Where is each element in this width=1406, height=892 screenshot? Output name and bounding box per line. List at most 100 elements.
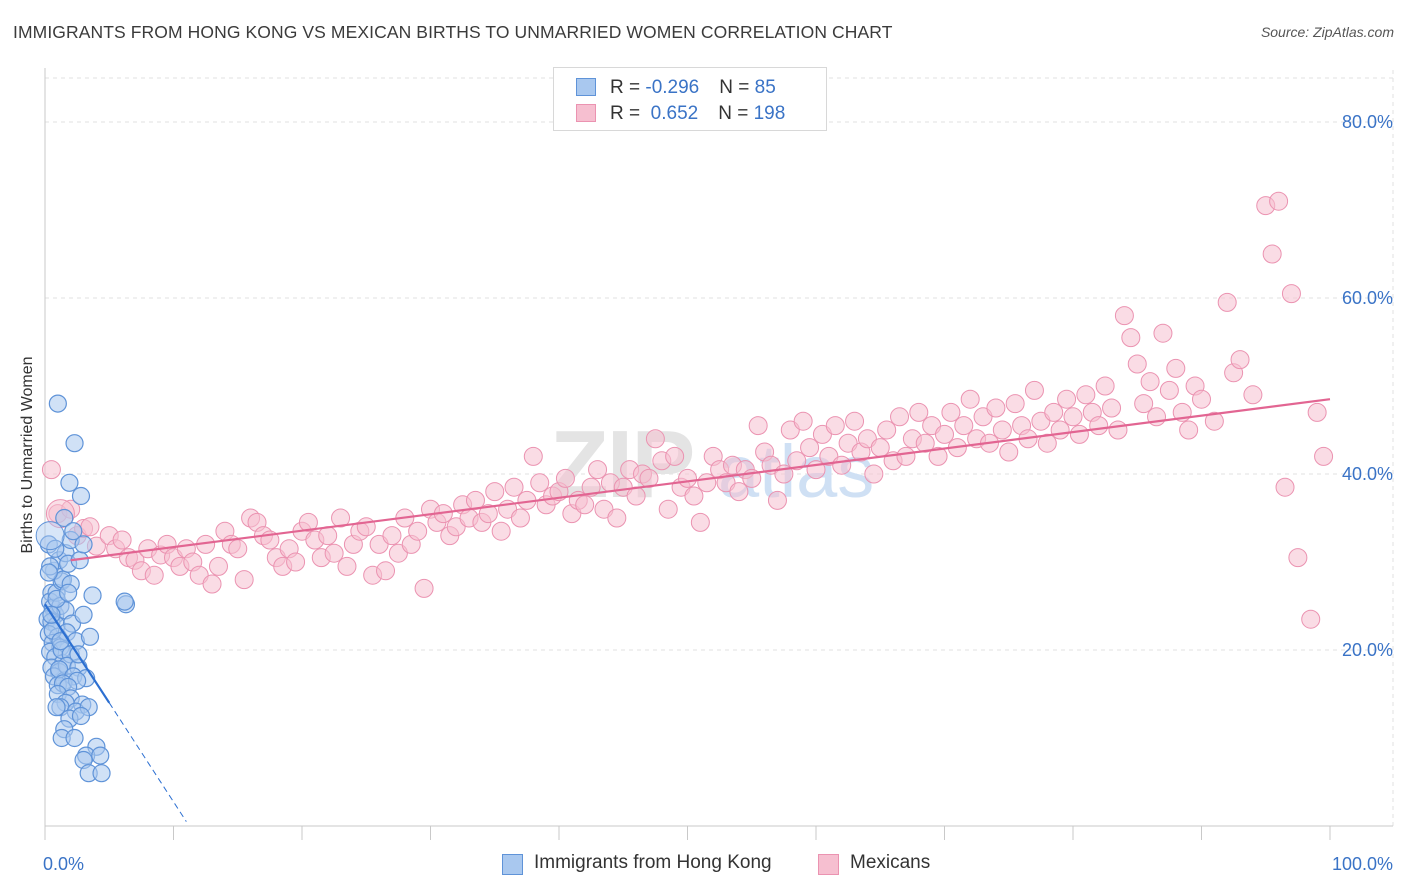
mexicans-point	[748, 416, 768, 436]
mexicans-point	[999, 442, 1019, 462]
mexicans-point	[478, 504, 498, 524]
mexicans-point	[337, 556, 357, 576]
mexicans-point	[555, 468, 575, 488]
mexicans-point	[800, 438, 820, 458]
hong-kong-point	[39, 563, 58, 582]
mexicans-point	[1044, 402, 1064, 422]
mexicans-point	[530, 473, 550, 493]
mexicans-point	[588, 460, 608, 480]
mexicans-point	[890, 407, 910, 427]
mexicans-trend-line	[70, 398, 1331, 562]
tick-labels: 20.0% 40.0% 60.0% 80.0% 0.0% 100.0%	[43, 112, 1393, 874]
mexicans-point	[1262, 244, 1282, 264]
hong-kong-point	[115, 592, 134, 611]
mexicans-point	[1127, 354, 1147, 374]
mexicans-point	[1275, 477, 1295, 497]
n-label: N =	[719, 77, 755, 98]
mexicans-point	[645, 429, 665, 449]
mexicans-point	[1217, 292, 1237, 312]
hong-kong-point	[71, 486, 91, 506]
hong-kong-point	[60, 473, 79, 492]
mexicans-point	[324, 543, 344, 563]
mexicans-point	[581, 477, 601, 497]
mexicans-point	[408, 521, 428, 541]
mexicans-point	[1307, 402, 1327, 422]
n-value: 198	[753, 103, 786, 124]
mexicans-point	[870, 438, 890, 458]
y-tick-label: 80.0%	[1342, 112, 1393, 132]
mexicans-point	[877, 420, 897, 440]
hong-kong-point	[74, 535, 93, 554]
mexicans-point	[787, 451, 807, 471]
mexicans-point	[575, 495, 595, 515]
mexicans-point	[1301, 609, 1321, 629]
mexicans-point	[909, 402, 929, 422]
mexicans-point	[1179, 420, 1199, 440]
y-tick-label: 60.0%	[1342, 288, 1393, 308]
mexicans-point	[491, 521, 511, 541]
mexicans-point	[767, 490, 787, 510]
hong-kong-point	[55, 508, 74, 528]
mexicans-point	[1281, 284, 1301, 304]
mexicans-point	[1140, 372, 1160, 392]
hong-kong-swatch	[502, 854, 523, 875]
mexicans-point	[1063, 407, 1083, 427]
x-tick-label: 100.0%	[1332, 854, 1393, 874]
mexicans-point	[986, 398, 1006, 418]
mexicans-point	[510, 508, 530, 528]
mexicans-point	[1024, 380, 1044, 400]
mexicans-point	[690, 512, 710, 532]
axes	[44, 68, 1393, 840]
legend-stats-mexicans: R = 0.652 N = 198	[610, 103, 785, 125]
mexicans-point	[1089, 416, 1109, 436]
mexicans-point	[1204, 411, 1224, 431]
mexicans-point	[1005, 394, 1025, 414]
source-credit: Source: ZipAtlas.com	[1260, 24, 1394, 40]
mexicans-point	[684, 486, 704, 506]
mexicans-point	[832, 455, 852, 475]
hong-kong-point	[65, 434, 84, 453]
mexicans-point	[941, 402, 961, 422]
mexicans-point	[41, 460, 61, 480]
mexicans-point	[1159, 380, 1179, 400]
mexicans-point	[144, 565, 164, 585]
mexicans-point	[382, 526, 402, 546]
mexicans-point	[80, 517, 100, 537]
mexicans-point	[523, 446, 543, 466]
mexicans-point	[607, 508, 627, 528]
hong-kong-point	[35, 521, 65, 551]
hong-kong-point	[83, 586, 102, 605]
mexicans-point	[318, 526, 338, 546]
hong-kong-point	[92, 764, 111, 783]
mexicans-point	[234, 570, 254, 590]
hong-kong-trend-line	[44, 603, 111, 704]
mexicans-point	[376, 561, 396, 581]
hong-kong-point	[47, 698, 66, 717]
mexicans-point	[1037, 433, 1057, 453]
hong-kong-point	[48, 394, 67, 413]
mexicans-point	[992, 420, 1012, 440]
mexicans-point	[1153, 323, 1173, 343]
mexicans-point	[1243, 385, 1263, 405]
mexicans-point	[228, 539, 248, 559]
hong-kong-point	[74, 605, 93, 624]
mexicans-point	[935, 424, 954, 444]
mexicans-point	[845, 411, 865, 431]
mexicans-point	[825, 416, 845, 436]
mexicans-point	[1314, 446, 1334, 466]
mexicans-point	[485, 482, 505, 502]
mexicans-point	[864, 464, 884, 484]
mexicans-point	[954, 416, 974, 436]
y-tick-label: 20.0%	[1342, 640, 1393, 660]
mexicans-point	[665, 446, 685, 466]
hong-kong-swatch	[576, 78, 596, 96]
bottom-legend-label: Mexicans	[850, 852, 931, 873]
r-value: 0.652	[645, 103, 699, 124]
mexicans-point	[1076, 385, 1096, 405]
mexicans-point	[298, 512, 318, 532]
hong-kong-trend-extension	[108, 702, 187, 822]
trend-lines	[44, 398, 1331, 822]
r-label: R =	[610, 77, 646, 98]
mexicans-point	[1114, 306, 1134, 326]
